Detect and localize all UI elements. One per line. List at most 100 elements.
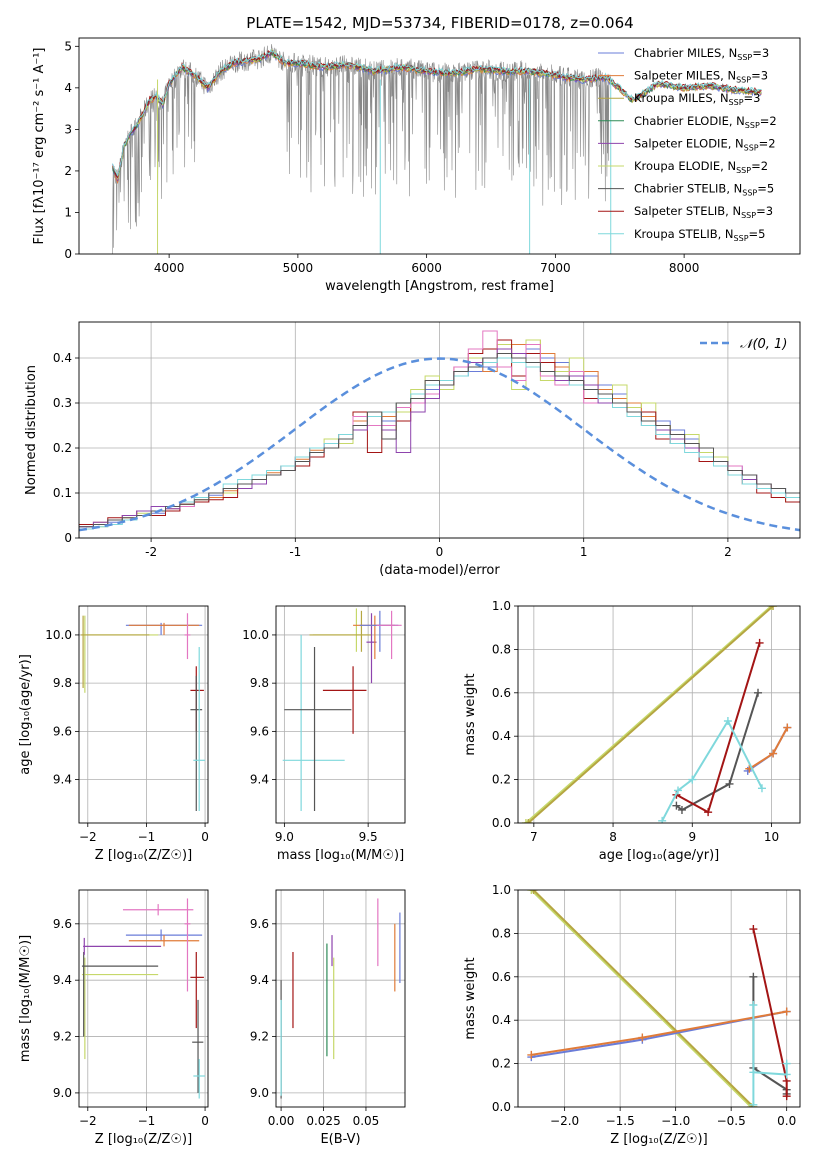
age-weight-ytick-label: 0.4 — [492, 729, 511, 743]
residuals-xtick-label: -2 — [145, 545, 157, 559]
age-weight-ytick-label: 0.6 — [492, 686, 511, 700]
age-weight-frame — [517, 605, 801, 824]
residuals-xtick-label: -1 — [289, 545, 301, 559]
z-age-frame — [78, 605, 209, 824]
normal-curve-line — [79, 357, 800, 532]
spectrum-xtick-label: 7000 — [540, 261, 571, 275]
weight-marker — [769, 749, 778, 758]
weight-series-line — [531, 1010, 787, 1056]
spectrum-axes: 4000 5000 6000 7000 8000 0 1 2 3 4 5 wavelength [An… — [32, 39, 699, 294]
z-weight-xtick-label: −0.5 — [717, 1114, 746, 1128]
z-weight-xtick-label: −1.0 — [661, 1114, 690, 1128]
residuals-xtick-label: 2 — [724, 545, 732, 559]
ebv-mass-xlabel: E(B-V) — [320, 1132, 360, 1147]
weight-series-line — [675, 692, 759, 812]
age-weight-ytick-label: 0.8 — [492, 642, 511, 656]
residuals-xtick-label: 0 — [436, 545, 444, 559]
legend-label: Kroupa ELODIE, NSSP=2 — [634, 159, 768, 175]
z-age-ylabel: age [log₁₀(age/yr)] — [18, 654, 33, 775]
figure-title: PLATE=1542, MJD=53734, FIBERID=0178, z=0… — [246, 14, 633, 32]
legend-label: Chabrier STELIB, NSSP=5 — [634, 182, 774, 198]
residuals-ylabel: Normed distribution — [24, 365, 39, 495]
ebv-mass-xtick-label: 0.025 — [306, 1114, 340, 1128]
z-weight-xlabel: Z [log₁₀(Z/Z☉)] — [610, 1132, 707, 1147]
age-weight-xtick-label: 8 — [609, 830, 617, 844]
ebv-mass-ytick-label: 9.2 — [250, 1030, 269, 1044]
residuals-ytick-label: 0.4 — [53, 351, 72, 365]
z-age-ytick-label: 9.8 — [53, 676, 72, 690]
weight-marker — [782, 1092, 791, 1101]
z-weight-xtick-label: 0.0 — [777, 1114, 796, 1128]
residuals-ytick-label: 0 — [64, 531, 72, 545]
weight-marker — [755, 638, 764, 647]
residuals-ytick-label: 0.1 — [53, 486, 72, 500]
ebv-mass-ytick-label: 9.4 — [250, 973, 269, 987]
z-mass-xtick-label: 0 — [201, 1114, 209, 1128]
weight-marker — [783, 723, 792, 732]
mass-age-xtick-label: 9.5 — [359, 830, 378, 844]
weight-marker — [658, 816, 667, 823]
ebv-mass-frame — [275, 889, 406, 1108]
weight-marker — [723, 717, 732, 726]
z-weight-ytick-label: 0.6 — [492, 970, 511, 984]
mass-age-ytick-label: 9.8 — [250, 676, 269, 690]
residuals-frame — [78, 321, 801, 539]
ebv-mass-xtick-label: 0.05 — [353, 1114, 380, 1128]
weight-series-line — [532, 890, 755, 1107]
weight-marker — [754, 688, 763, 697]
mass-age-ytick-label: 9.4 — [250, 773, 269, 787]
legend-label: Salpeter MILES, NSSP=3 — [634, 69, 768, 85]
weight-marker — [521, 819, 530, 823]
z-mass-xtick-label: −2 — [79, 1114, 97, 1128]
z-mass-frame — [78, 889, 209, 1108]
residuals-ytick-label: 0.3 — [53, 396, 72, 410]
weight-marker — [749, 925, 758, 934]
z-age-xtick-label: 0 — [201, 830, 209, 844]
z-age-xlabel: Z [log₁₀(Z/Z☉)] — [95, 848, 192, 863]
z-weight-ytick-label: 0.8 — [492, 926, 511, 940]
weight-marker — [524, 819, 533, 823]
mass-age-axes: 9.0 9.5 9.4 9.6 9.8 10.0 mass [log₁₀(M/M☉)] — [242, 606, 405, 863]
weight-series-line — [747, 727, 789, 772]
mass-age-ytick-label: 9.6 — [250, 724, 269, 738]
z-weight-ytick-label: 0.2 — [492, 1057, 511, 1071]
age-weight-ylabel: mass weight — [463, 673, 478, 755]
z-mass-ytick-label: 9.6 — [53, 917, 72, 931]
z-age-xtick-label: −2 — [79, 830, 97, 844]
weight-marker — [527, 1050, 536, 1059]
weight-marker — [782, 1059, 791, 1068]
mass-age-xtick-label: 9.0 — [275, 830, 294, 844]
legend-label: Salpeter ELODIE, NSSP=2 — [634, 136, 776, 152]
z-weight-xtick-label: −2.0 — [550, 1114, 579, 1128]
spectrum-xlabel: wavelength [Angstrom, rest frame] — [325, 279, 554, 294]
weight-marker — [674, 786, 683, 795]
ebv-mass-ytick-label: 9.0 — [250, 1086, 269, 1100]
mass-age-xlabel: mass [log₁₀(M/M☉)] — [277, 848, 404, 863]
weight-marker — [638, 1033, 647, 1042]
spectrum-ytick-label: 5 — [64, 39, 72, 53]
spectrum-ytick-label: 3 — [64, 122, 72, 136]
normal-legend-label: 𝒩(0, 1) — [740, 337, 787, 352]
age-weight-xlabel: age [log₁₀(age/yr)] — [599, 848, 720, 863]
age-weight-xtick-label: 7 — [530, 830, 538, 844]
legend-label: Salpeter STELIB, NSSP=3 — [634, 204, 773, 220]
weight-marker — [672, 801, 681, 810]
age-weight-plot — [521, 606, 792, 823]
spectrum-ytick-label: 2 — [64, 164, 72, 178]
ebv-mass-ytick-label: 9.6 — [250, 917, 269, 931]
z-mass-ytick-label: 9.2 — [53, 1030, 72, 1044]
spectrum-xtick-label: 4000 — [154, 261, 185, 275]
weight-marker — [757, 784, 766, 793]
spectrum-xtick-label: 6000 — [411, 261, 442, 275]
weight-marker — [529, 890, 538, 894]
mass-age-frame — [275, 605, 406, 824]
spectrum-ytick-label: 0 — [64, 247, 72, 261]
weight-series-line — [748, 727, 789, 770]
z-mass-ytick-label: 9.4 — [53, 973, 72, 987]
weight-marker — [749, 1100, 758, 1107]
z-mass-axes: −2 −1 0 9.0 9.2 9.4 9.6 Z [log₁₀(Z/Z☉)] mass [lo… — [18, 890, 209, 1147]
spectrum-ytick-label: 4 — [64, 81, 72, 95]
z-weight-plot — [527, 890, 791, 1107]
spectrum-xtick-label: 5000 — [283, 261, 314, 275]
